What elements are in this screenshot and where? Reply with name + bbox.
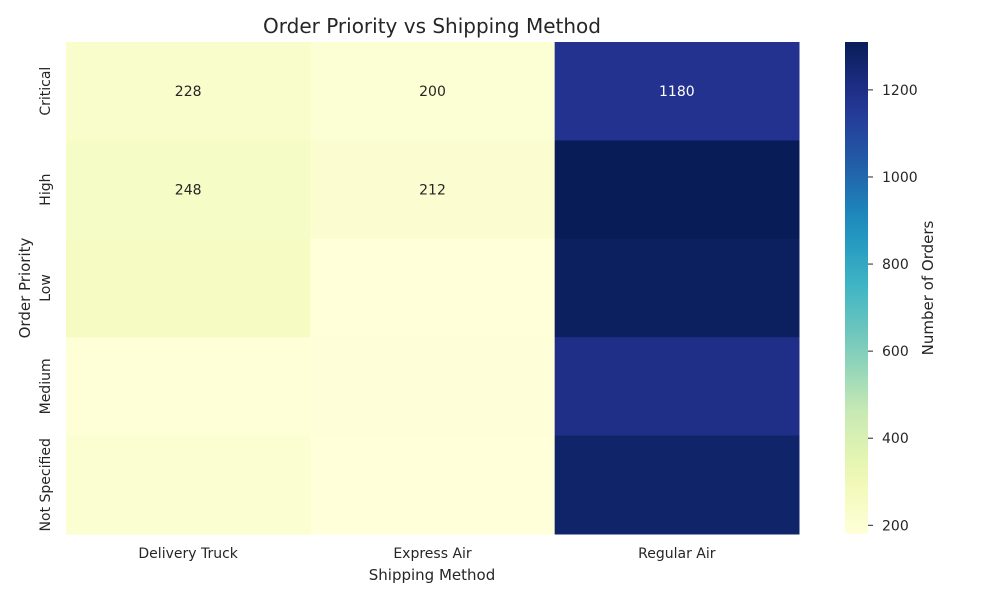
x-tick-label: Delivery Truck: [138, 546, 238, 562]
colorbar-label: Number of Orders: [919, 220, 937, 355]
colorbar-tick-label: 800: [882, 257, 909, 273]
cell-annotation: 212: [419, 183, 446, 199]
heatmap-cell: [554, 238, 800, 338]
heatmap-cell: [310, 238, 556, 338]
heatmap-cell: [554, 337, 800, 437]
heatmap-cell: [554, 140, 800, 240]
heatmap-cell: [66, 140, 311, 240]
cell-annotation: 1180: [659, 84, 695, 100]
colorbar-tick-label: 400: [882, 431, 909, 447]
y-axis-label: Order Priority: [16, 237, 34, 338]
colorbar-tick-label: 1200: [882, 83, 918, 99]
cell-annotation: 248: [175, 183, 202, 199]
cell-annotation: 228: [175, 84, 202, 100]
x-tick-labels: Delivery Truck Express Air Regular Air: [138, 546, 715, 562]
heatmap-cell: [66, 435, 311, 535]
y-tick-label: Low: [38, 274, 54, 302]
chart-title: Order Priority vs Shipping Method: [263, 14, 601, 38]
heatmap-cells: [66, 42, 800, 535]
colorbar-ticks: 200 400 600 800 1000 1200: [868, 83, 918, 534]
colorbar-tick-label: 200: [882, 518, 909, 534]
x-tick-label: Express Air: [393, 546, 472, 562]
y-tick-label: Medium: [38, 358, 54, 414]
colorbar-tick-label: 1000: [882, 170, 918, 186]
heatmap-cell: [310, 337, 556, 437]
heatmap-cell: [310, 42, 556, 141]
x-tick-label: Regular Air: [638, 546, 716, 562]
y-tick-label: Critical: [38, 67, 54, 116]
colorbar: [845, 42, 868, 534]
heatmap-cell: [66, 337, 311, 437]
colorbar-tick-label: 600: [882, 344, 909, 360]
x-axis-label: Shipping Method: [369, 566, 495, 584]
heatmap-cell: [310, 435, 556, 535]
heatmap-cell: [310, 140, 556, 240]
y-tick-label: High: [38, 174, 54, 206]
y-tick-label: Not Specified: [38, 438, 54, 531]
heatmap-cell: [66, 238, 311, 338]
y-tick-labels: Critical High Low Medium Not Specified: [38, 67, 54, 532]
heatmap-cell: [554, 42, 800, 141]
heatmap-cell: [554, 435, 800, 535]
heatmap-cell: [66, 42, 311, 141]
cell-annotations: 228 200 1180 248 212: [175, 84, 695, 198]
cell-annotation: 200: [419, 84, 446, 100]
